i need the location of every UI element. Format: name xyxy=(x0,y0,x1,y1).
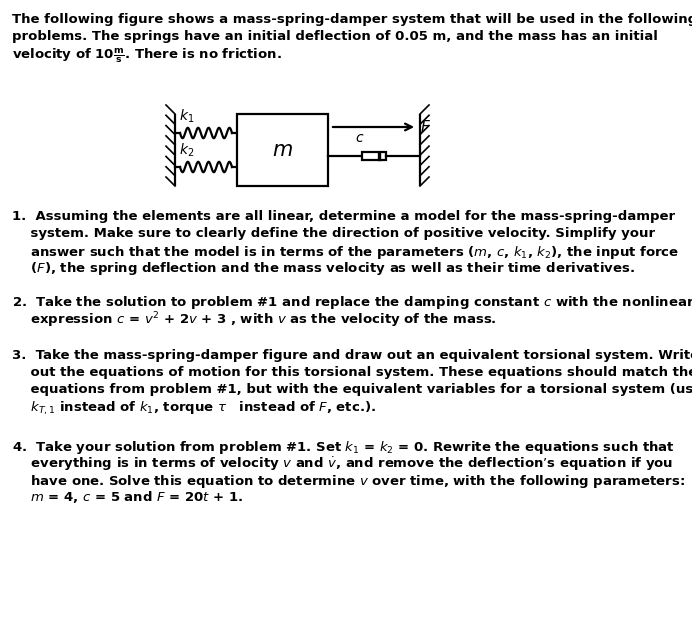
Text: $k_1$: $k_1$ xyxy=(179,107,194,125)
Text: out the equations of motion for this torsional system. These equations should ma: out the equations of motion for this tor… xyxy=(12,366,692,379)
Text: everything is in terms of velocity $v$ and $\dot{v}$, and remove the deflection’: everything is in terms of velocity $v$ a… xyxy=(12,456,673,473)
Text: $k_{T,1}$ instead of $k_1$, torque $\tau$   instead of $F$, etc.).: $k_{T,1}$ instead of $k_1$, torque $\tau… xyxy=(12,399,376,416)
Text: problems. The springs have an initial deflection of 0.05 m, and the mass has an : problems. The springs have an initial de… xyxy=(12,30,658,43)
Bar xyxy=(362,152,386,161)
Text: have one. Solve this equation to determine $v$ over time, with the following par: have one. Solve this equation to determi… xyxy=(12,473,685,490)
Text: answer such that the model is in terms of the parameters ($m$, $c$, $k_1$, $k_2$: answer such that the model is in terms o… xyxy=(12,243,679,260)
Text: velocity of 10$\mathregular{\frac{m}{s}}$. There is no friction.: velocity of 10$\mathregular{\frac{m}{s}}… xyxy=(12,47,282,64)
Text: 1.  Assuming the elements are all linear, determine a model for the mass-spring-: 1. Assuming the elements are all linear,… xyxy=(12,210,675,223)
Text: expression $c$ = $v^2$ + 2$v$ + 3 , with $v$ as the velocity of the mass.: expression $c$ = $v^2$ + 2$v$ + 3 , with… xyxy=(12,311,497,331)
Text: ($F$), the spring deflection and the mass velocity as well as their time derivat: ($F$), the spring deflection and the mas… xyxy=(12,260,635,277)
Text: The following figure shows a mass-spring-damper system that will be used in the : The following figure shows a mass-spring… xyxy=(12,13,692,26)
Text: 3.  Take the mass-spring-damper figure and draw out an equivalent torsional syst: 3. Take the mass-spring-damper figure an… xyxy=(12,349,692,362)
Text: $m$: $m$ xyxy=(272,140,293,160)
Bar xyxy=(237,114,328,186)
Text: $c$: $c$ xyxy=(356,131,365,145)
Text: 2.  Take the solution to problem #1 and replace the damping constant $c$ with th: 2. Take the solution to problem #1 and r… xyxy=(12,294,692,311)
Text: equations from problem #1, but with the equivalent variables for a torsional sys: equations from problem #1, but with the … xyxy=(12,382,692,396)
Text: $F$: $F$ xyxy=(420,119,431,135)
Text: $k_2$: $k_2$ xyxy=(179,142,194,159)
Text: system. Make sure to clearly define the direction of positive velocity. Simplify: system. Make sure to clearly define the … xyxy=(12,227,655,240)
Text: 4.  Take your solution from problem #1. Set $k_1$ = $k_2$ = 0. Rewrite the equat: 4. Take your solution from problem #1. S… xyxy=(12,439,675,456)
Text: $m$ = 4, $c$ = 5 and $F$ = 20$t$ + 1.: $m$ = 4, $c$ = 5 and $F$ = 20$t$ + 1. xyxy=(12,489,244,506)
